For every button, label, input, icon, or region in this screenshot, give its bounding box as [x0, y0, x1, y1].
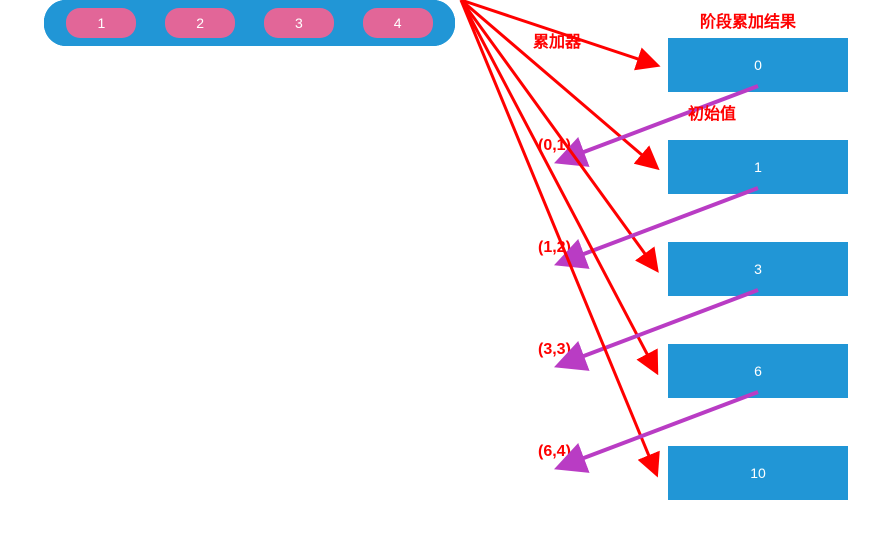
result-box: 0 — [668, 38, 848, 92]
result-box: 1 — [668, 140, 848, 194]
tuple-label: (6,4) — [538, 443, 571, 461]
tuple-label: (3,3) — [538, 341, 571, 359]
result-box: 6 — [668, 344, 848, 398]
stage-result-label: 阶段累加结果 — [700, 8, 796, 32]
list-container: 1234 — [44, 0, 455, 46]
initial-value-label: 初始值 — [688, 100, 736, 124]
result-box: 10 — [668, 446, 848, 500]
accumulator-label: 累加器 — [533, 28, 581, 52]
tuple-label: (0,1) — [538, 137, 571, 155]
list-item: 3 — [264, 8, 334, 38]
list-item: 1 — [66, 8, 136, 38]
list-item: 2 — [165, 8, 235, 38]
list-item: 4 — [363, 8, 433, 38]
tuple-label: (1,2) — [538, 239, 571, 257]
result-box: 3 — [668, 242, 848, 296]
